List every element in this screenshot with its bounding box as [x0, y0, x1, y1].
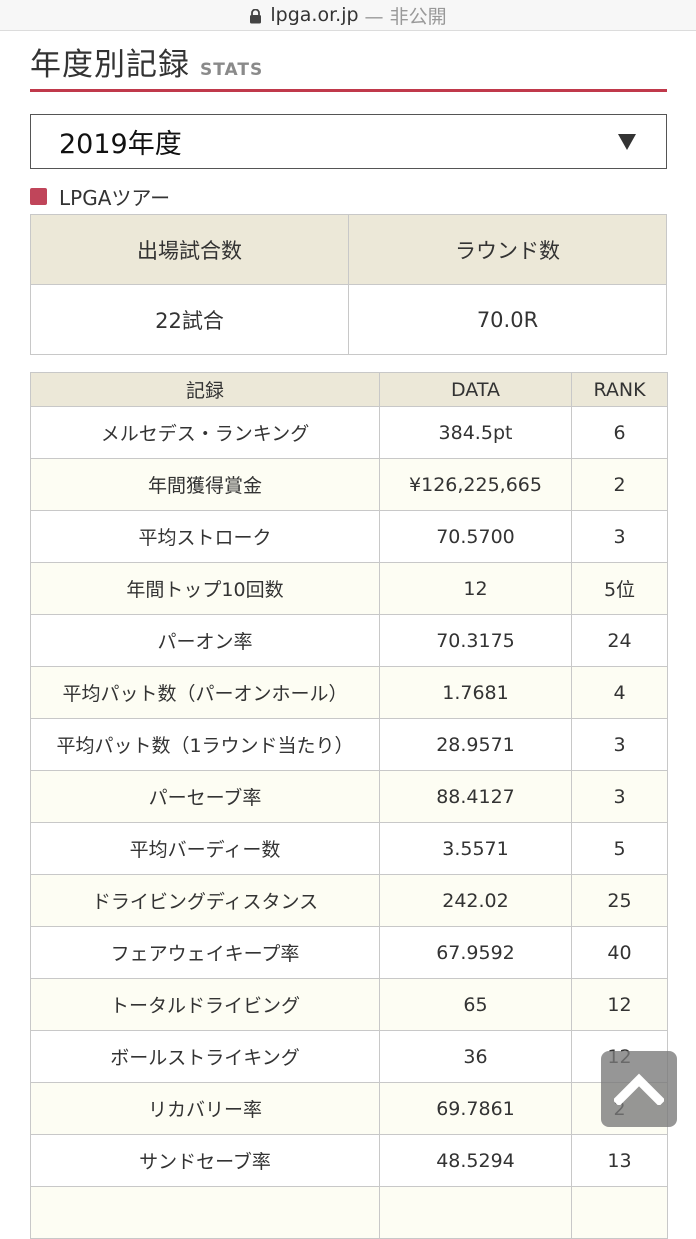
stats-header-row: 記録 DATA RANK [30, 372, 668, 407]
stats-data-cell: 3.5571 [379, 822, 572, 875]
stats-record-cell: 平均パット数（1ラウンド当たり） [30, 718, 380, 771]
stats-record-cell: メルセデス・ランキング [30, 406, 380, 459]
stats-record-cell: ボールストライキング [30, 1030, 380, 1083]
stats-rank-cell: 5 [571, 822, 668, 875]
stats-rank-cell: 5位 [571, 562, 668, 615]
stats-row: トータルドライビング 65 12 [30, 978, 668, 1031]
stats-record-cell: サンドセーブ率 [30, 1134, 380, 1187]
stats-rank-cell: 2 [571, 458, 668, 511]
lock-icon [250, 8, 262, 23]
stats-record-cell: パーオン率 [30, 614, 380, 667]
stats-row: 平均パット数（パーオンホール） 1.7681 4 [30, 666, 668, 719]
stats-rank-cell: 3 [571, 510, 668, 563]
dropdown-arrow-icon [618, 133, 636, 150]
stats-rank-cell: 4 [571, 666, 668, 719]
section-heading: 年度別記録 STATS [30, 40, 667, 92]
stats-row: フェアウェイキープ率 67.9592 40 [30, 926, 668, 979]
stats-record-cell: 平均ストローク [30, 510, 380, 563]
summary-value-row: 22試合 70.0R [30, 284, 667, 355]
summary-header-cell: ラウンド数 [348, 214, 667, 285]
stats-data-cell: 69.7861 [379, 1082, 572, 1135]
stats-row: 平均パット数（1ラウンド当たり） 28.9571 3 [30, 718, 668, 771]
stats-data-cell: 48.5294 [379, 1134, 572, 1187]
stats-record-cell: 年間獲得賞金 [30, 458, 380, 511]
stats-data-cell: 70.5700 [379, 510, 572, 563]
stats-data-cell: 70.3175 [379, 614, 572, 667]
stats-rank-cell [571, 1186, 668, 1239]
stats-row: ドライビングディスタンス 242.02 25 [30, 874, 668, 927]
stats-data-cell: 12 [379, 562, 572, 615]
stats-rank-cell: 3 [571, 718, 668, 771]
summary-value-cell: 22試合 [30, 284, 349, 355]
stats-row: メルセデス・ランキング 384.5pt 6 [30, 406, 668, 459]
stats-row [30, 1186, 668, 1239]
stats-table: 記録 DATA RANK メルセデス・ランキング 384.5pt 6 年間獲得賞… [30, 372, 668, 1239]
summary-header-row: 出場試合数 ラウンド数 [30, 214, 667, 285]
year-select-value: 2019年度 [59, 129, 182, 160]
tour-marker-icon [30, 187, 47, 205]
chevron-up-icon [614, 1073, 664, 1105]
url-status: — 非公開 [364, 5, 447, 28]
stats-row: サンドセーブ率 48.5294 13 [30, 1134, 668, 1187]
summary-value-cell: 70.0R [348, 284, 667, 355]
page-subtitle: STATS [200, 60, 264, 80]
stats-record-cell: 平均パット数（パーオンホール） [30, 666, 380, 719]
browser-url-bar[interactable]: lpga.or.jp — 非公開 [0, 0, 696, 31]
stats-data-cell [379, 1186, 572, 1239]
tour-label-text: LPGAツアー [59, 185, 171, 210]
stats-row: 平均ストローク 70.5700 3 [30, 510, 668, 563]
stats-data-cell: 384.5pt [379, 406, 572, 459]
stats-row: パーセーブ率 88.4127 3 [30, 770, 668, 823]
scroll-to-top-button[interactable] [601, 1051, 677, 1127]
stats-record-cell: 年間トップ10回数 [30, 562, 380, 615]
stats-record-cell: パーセーブ率 [30, 770, 380, 823]
stats-row: 年間獲得賞金 ¥126,225,665 2 [30, 458, 668, 511]
stats-row: パーオン率 70.3175 24 [30, 614, 668, 667]
stats-data-cell: 242.02 [379, 874, 572, 927]
stats-header-data: DATA [379, 372, 572, 407]
stats-rank-cell: 24 [571, 614, 668, 667]
stats-header-record: 記録 [30, 372, 380, 407]
stats-data-cell: 28.9571 [379, 718, 572, 771]
stats-record-cell [30, 1186, 380, 1239]
stats-header-rank: RANK [571, 372, 668, 407]
page-title: 年度別記録 [30, 47, 190, 83]
stats-rank-cell: 13 [571, 1134, 668, 1187]
stats-record-cell: リカバリー率 [30, 1082, 380, 1135]
stats-row: 年間トップ10回数 12 5位 [30, 562, 668, 615]
url-domain: lpga.or.jp [270, 4, 359, 26]
stats-row: 平均バーディー数 3.5571 5 [30, 822, 668, 875]
stats-data-cell: 67.9592 [379, 926, 572, 979]
stats-rank-cell: 40 [571, 926, 668, 979]
stats-data-cell: 36 [379, 1030, 572, 1083]
stats-rank-cell: 3 [571, 770, 668, 823]
summary-table: 出場試合数 ラウンド数 22試合 70.0R [30, 214, 667, 355]
stats-row: ボールストライキング 36 12 [30, 1030, 668, 1083]
stats-record-cell: ドライビングディスタンス [30, 874, 380, 927]
tour-label: LPGAツアー [30, 182, 170, 210]
stats-record-cell: トータルドライビング [30, 978, 380, 1031]
stats-data-cell: 65 [379, 978, 572, 1031]
stats-record-cell: フェアウェイキープ率 [30, 926, 380, 979]
year-select[interactable]: 2019年度 [30, 114, 667, 169]
summary-header-cell: 出場試合数 [30, 214, 349, 285]
stats-data-cell: ¥126,225,665 [379, 458, 572, 511]
stats-row: リカバリー率 69.7861 2 [30, 1082, 668, 1135]
stats-data-cell: 88.4127 [379, 770, 572, 823]
stats-rank-cell: 6 [571, 406, 668, 459]
stats-rank-cell: 12 [571, 978, 668, 1031]
stats-record-cell: 平均バーディー数 [30, 822, 380, 875]
stats-data-cell: 1.7681 [379, 666, 572, 719]
stats-rank-cell: 25 [571, 874, 668, 927]
